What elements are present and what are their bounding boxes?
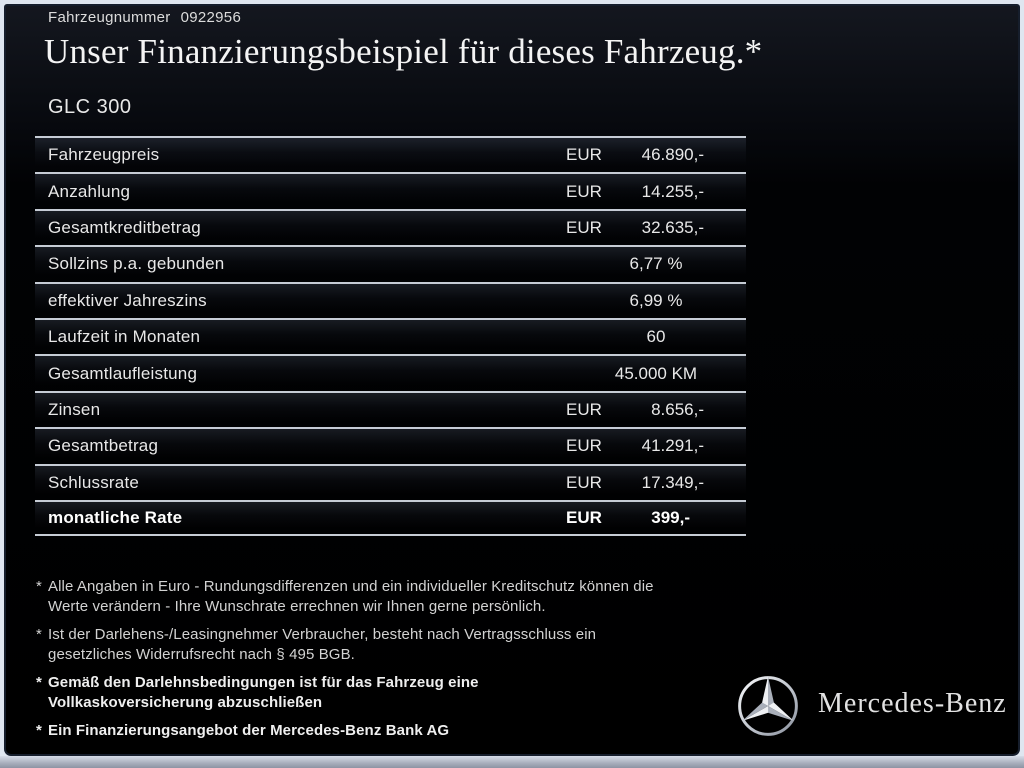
mercedes-star-icon — [738, 676, 798, 736]
footnote: * Gemäß den Darlehnsbedingungen ist für … — [36, 673, 736, 713]
row-value: EUR 399,- — [566, 508, 746, 528]
row-value: 6,77 % — [566, 254, 746, 274]
row-value: EUR 46.890,- — [566, 145, 746, 165]
row-value: EUR 32.635,- — [566, 218, 746, 238]
row-label: Zinsen — [48, 399, 101, 419]
table-row: Sollzins p.a. gebunden 6,77 % — [35, 245, 746, 282]
footnote-marker: * — [36, 674, 42, 691]
footnote-marker: * — [36, 626, 42, 643]
row-number: 8.656,- — [651, 399, 704, 419]
table-row: monatliche Rate EUR 399,- — [35, 499, 746, 537]
row-label: monatliche Rate — [48, 508, 183, 528]
row-number: 6,77 % — [629, 254, 683, 274]
row-currency: EUR — [566, 508, 602, 528]
footnote-text: Gemäß den Darlehnsbedingungen ist für da… — [48, 674, 479, 711]
footnote: * Alle Angaben in Euro - Rundungsdiffere… — [36, 577, 736, 617]
row-label: Laufzeit in Monaten — [48, 327, 201, 347]
footnote-marker: * — [36, 722, 42, 739]
table-row: Gesamtbetrag EUR 41.291,- — [35, 427, 746, 464]
row-label: Fahrzeugpreis — [48, 145, 160, 165]
row-value: 45.000 KM — [566, 364, 746, 384]
financing-table: Fahrzeugpreis EUR 46.890,- Anzahlung EUR… — [35, 136, 746, 537]
table-row: effektiver Jahreszins 6,99 % — [35, 281, 746, 318]
row-label: Gesamtlaufleistung — [48, 363, 198, 383]
footnote: * Ist der Darlehens-/Leasingnehmer Verbr… — [36, 625, 736, 665]
row-currency: EUR — [566, 399, 602, 419]
footnote-text: Alle Angaben in Euro - Rundungsdifferenz… — [48, 578, 654, 615]
row-value: EUR 8.656,- — [566, 400, 746, 420]
model-name: GLC 300 — [48, 96, 132, 118]
vehicle-number-value: 0922956 — [180, 9, 242, 26]
row-currency: EUR — [566, 472, 602, 492]
row-label: Gesamtkreditbetrag — [48, 217, 201, 237]
row-value: 60 — [566, 327, 746, 347]
row-number: 60 — [646, 327, 666, 347]
row-label: Sollzins p.a. gebunden — [48, 254, 225, 274]
table-row: Gesamtkreditbetrag EUR 32.635,- — [35, 208, 746, 246]
row-label: Gesamtbetrag — [48, 436, 159, 456]
content-area: Fahrzeugnummer 0922956 Unser Finanzierung… — [4, 4, 1020, 756]
vehicle-number: Fahrzeugnummer 0922956 — [48, 9, 241, 26]
row-currency: EUR — [566, 436, 602, 456]
footnotes: * Alle Angaben in Euro - Rundungsdiffere… — [36, 577, 736, 749]
table-row: Zinsen EUR 8.656,- — [35, 390, 746, 428]
table-row: Laufzeit in Monaten 60 — [35, 317, 746, 355]
vehicle-number-label: Fahrzeugnummer — [48, 9, 171, 26]
footnote-text: Ein Finanzierungsangebot der Mercedes-Be… — [48, 722, 450, 739]
footnote-text: Ist der Darlehens-/Leasingnehmer Verbrau… — [48, 626, 597, 663]
row-currency: EUR — [566, 145, 602, 165]
row-number: 17.349,- — [641, 472, 704, 492]
row-number: 32.635,- — [641, 217, 704, 237]
mercedes-wordmark: Mercedes-Benz — [818, 688, 1007, 719]
table-row: Gesamtlaufleistung 45.000 KM — [35, 354, 746, 391]
row-number: 45.000 KM — [614, 363, 698, 383]
footnote-marker: * — [36, 578, 42, 595]
table-row: Anzahlung EUR 14.255,- — [35, 172, 746, 209]
row-number: 41.291,- — [641, 436, 704, 456]
row-value: EUR 41.291,- — [566, 436, 746, 456]
row-label: effektiver Jahreszins — [48, 290, 207, 310]
row-number: 399,- — [651, 508, 690, 528]
row-currency: EUR — [566, 181, 602, 201]
row-currency: EUR — [566, 217, 602, 237]
table-row: Schlussrate EUR 17.349,- — [35, 463, 746, 500]
row-number: 46.890,- — [641, 145, 704, 165]
row-value: EUR 17.349,- — [566, 473, 746, 493]
row-label: Anzahlung — [48, 181, 131, 201]
row-label: Schlussrate — [48, 472, 140, 492]
row-value: 6,99 % — [566, 291, 746, 311]
row-number: 14.255,- — [641, 181, 704, 201]
row-number: 6,99 % — [629, 290, 683, 310]
brand: Mercedes-Benz — [735, 673, 1007, 739]
page-title: Unser Finanzierungsbeispiel für dieses F… — [44, 32, 763, 71]
row-value: EUR 14.255,- — [566, 182, 746, 202]
footnote: * Ein Finanzierungsangebot der Mercedes-… — [36, 721, 736, 741]
table-row: Fahrzeugpreis EUR 46.890,- — [35, 136, 746, 173]
